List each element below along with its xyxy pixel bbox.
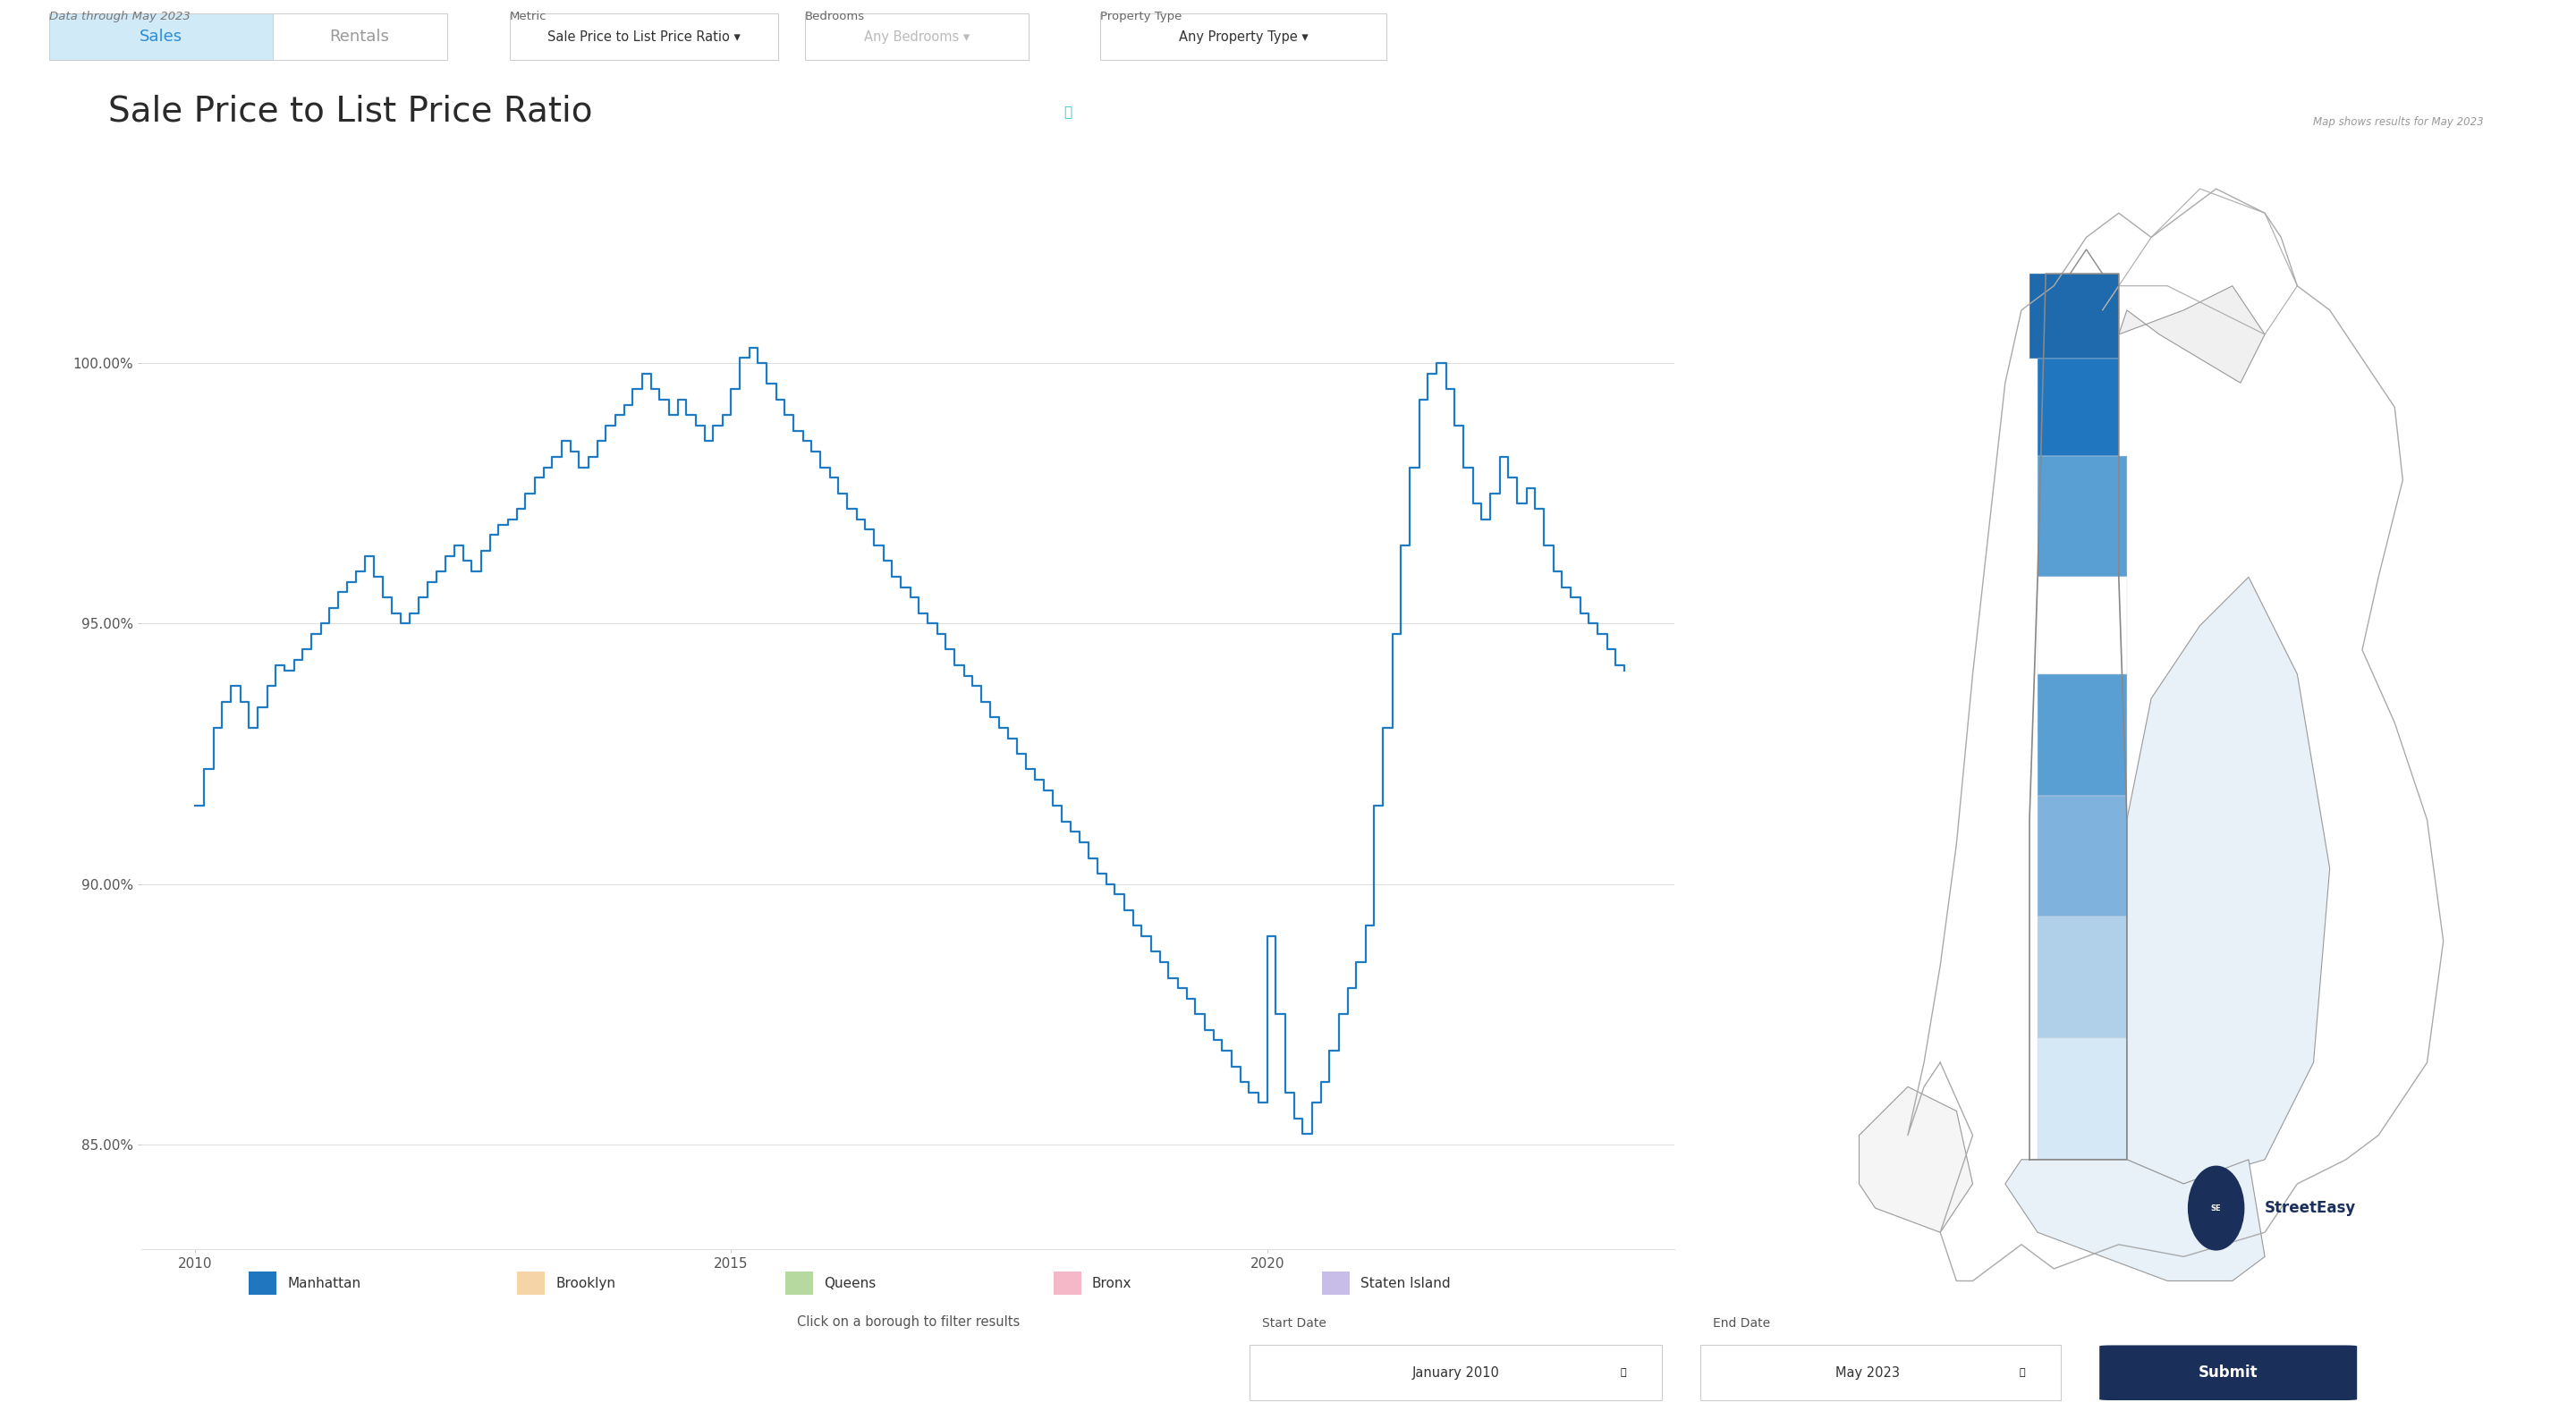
Text: 🗓: 🗓 — [1620, 1369, 1625, 1377]
Bar — [273, 14, 448, 59]
Text: Start Date: Start Date — [1262, 1316, 1327, 1329]
Polygon shape — [2038, 796, 2128, 917]
Text: Metric: Metric — [510, 11, 546, 23]
Text: Manhattan: Manhattan — [289, 1277, 361, 1290]
Text: Sale Price to List Price Ratio ▾: Sale Price to List Price Ratio ▾ — [549, 30, 739, 44]
FancyBboxPatch shape — [250, 1271, 276, 1295]
Polygon shape — [2120, 286, 2264, 382]
Polygon shape — [2030, 274, 2120, 358]
Polygon shape — [2004, 1160, 2264, 1281]
Text: January 2010: January 2010 — [1412, 1366, 1499, 1380]
Text: May 2023: May 2023 — [1834, 1366, 1901, 1380]
Text: 🗓: 🗓 — [2020, 1369, 2025, 1377]
Bar — [49, 14, 273, 59]
Text: Any Property Type ▾: Any Property Type ▾ — [1180, 30, 1309, 44]
Text: Click on a borough to filter results: Click on a borough to filter results — [796, 1315, 1020, 1328]
Polygon shape — [2038, 674, 2128, 796]
Polygon shape — [1860, 1086, 1973, 1232]
Text: Property Type: Property Type — [1100, 11, 1182, 23]
Text: Any Bedrooms ▾: Any Bedrooms ▾ — [863, 30, 969, 44]
Text: ❓: ❓ — [1064, 106, 1072, 120]
Polygon shape — [2038, 358, 2120, 456]
Bar — [804, 14, 1028, 59]
Text: Bedrooms: Bedrooms — [804, 11, 866, 23]
Text: Submit: Submit — [2197, 1364, 2259, 1381]
Text: Staten Island: Staten Island — [1360, 1277, 1450, 1290]
Bar — [510, 14, 778, 59]
Polygon shape — [2038, 917, 2128, 1038]
Text: StreetEasy: StreetEasy — [2264, 1199, 2357, 1216]
Text: Rentals: Rentals — [330, 28, 389, 45]
Text: Map shows results for May 2023: Map shows results for May 2023 — [2313, 116, 2483, 127]
FancyBboxPatch shape — [1249, 1345, 1662, 1400]
Text: Data through May 2023: Data through May 2023 — [49, 11, 191, 23]
Text: Sale Price to List Price Ratio: Sale Price to List Price Ratio — [108, 95, 592, 128]
Text: Queens: Queens — [824, 1277, 876, 1290]
Circle shape — [2187, 1165, 2244, 1250]
Text: Bronx: Bronx — [1092, 1277, 1131, 1290]
Text: End Date: End Date — [1713, 1316, 1770, 1329]
Text: SE: SE — [2210, 1204, 2221, 1212]
Polygon shape — [2128, 577, 2329, 1184]
Text: Brooklyn: Brooklyn — [556, 1277, 616, 1290]
Text: Sales: Sales — [139, 28, 183, 45]
FancyBboxPatch shape — [1700, 1345, 2061, 1400]
Polygon shape — [2038, 577, 2128, 674]
Polygon shape — [2038, 1038, 2128, 1160]
FancyBboxPatch shape — [1054, 1271, 1082, 1295]
FancyBboxPatch shape — [2099, 1345, 2357, 1400]
Bar — [1100, 14, 1386, 59]
Polygon shape — [2038, 456, 2128, 577]
FancyBboxPatch shape — [786, 1271, 814, 1295]
FancyBboxPatch shape — [1321, 1271, 1350, 1295]
FancyBboxPatch shape — [518, 1271, 544, 1295]
